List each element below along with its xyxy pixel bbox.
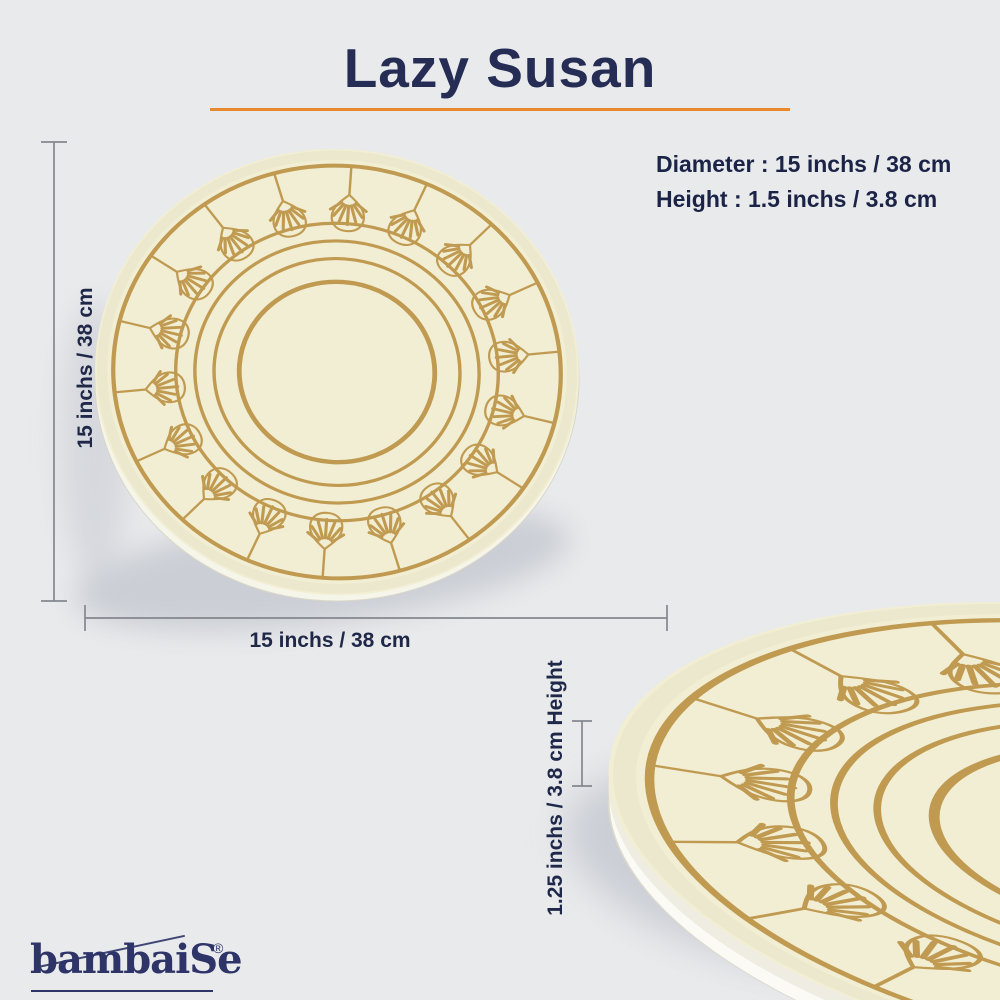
height-dimension-line [572, 720, 592, 787]
spec-diameter: Diameter : 15 inchs / 38 cm [656, 151, 952, 177]
vertical-diameter-label: 15 inchs / 38 cm [74, 287, 97, 449]
horizontal-dimension-line [84, 605, 668, 631]
vertical-dimension-line [41, 141, 67, 602]
horizontal-diameter-label: 15 inchs / 38 cm [249, 629, 411, 652]
brand-underline [31, 990, 213, 992]
title-divider [210, 108, 790, 111]
spec-height: Height : 1.5 inchs / 3.8 cm [656, 186, 938, 212]
height-label: 1.25 inchs / 3.8 cm Height [544, 660, 567, 916]
brand-logo: bambaiSe ® [30, 934, 260, 992]
page-title: Lazy Susan [343, 37, 657, 99]
dimension-lines [41, 141, 668, 787]
registered-trademark-icon: ® [213, 940, 224, 956]
lazy-susan-top-view [94, 148, 580, 602]
lazy-susan-tilted-view [607, 602, 1000, 1000]
spec-block: Diameter : 15 inchs / 38 cm Height : 1.5… [656, 147, 951, 217]
